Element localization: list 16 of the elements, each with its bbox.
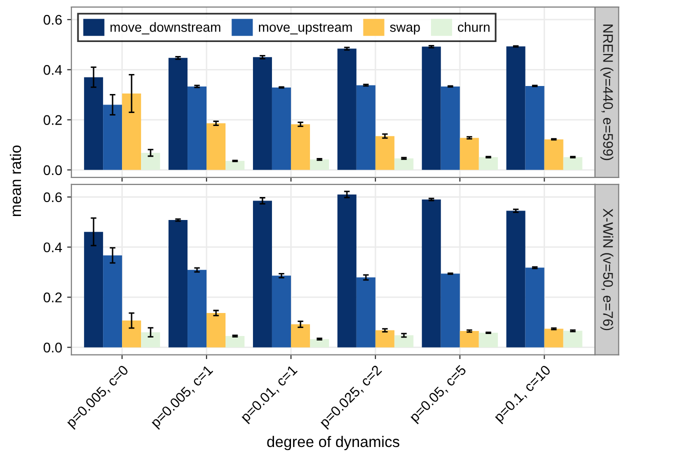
y-tick-label: 0.0	[44, 342, 62, 353]
legend-label: swap	[390, 24, 420, 34]
y-tick-label: 0.6	[44, 192, 62, 202]
legend-label: churn	[458, 22, 490, 32]
y-tick-label: 0.2	[44, 292, 62, 302]
x-axis-title: degree of dynamics	[267, 436, 400, 450]
y-tick-label: 0.0	[44, 165, 62, 176]
legend-label: move_upstream	[258, 23, 352, 34]
y-tick-label: 0.4	[44, 242, 62, 252]
y-tick-label: 0.2	[44, 115, 62, 125]
y-tick-label: 0.6	[44, 14, 62, 25]
y-axis-title: mean ratio	[10, 145, 22, 216]
y-tick-label: 0.4	[44, 65, 62, 75]
legend-label: move_downstream	[110, 22, 220, 34]
text: NREN (v=440, e=599)	[600, 24, 614, 160]
text: X-WiN (v=50, e=76)	[600, 208, 614, 330]
